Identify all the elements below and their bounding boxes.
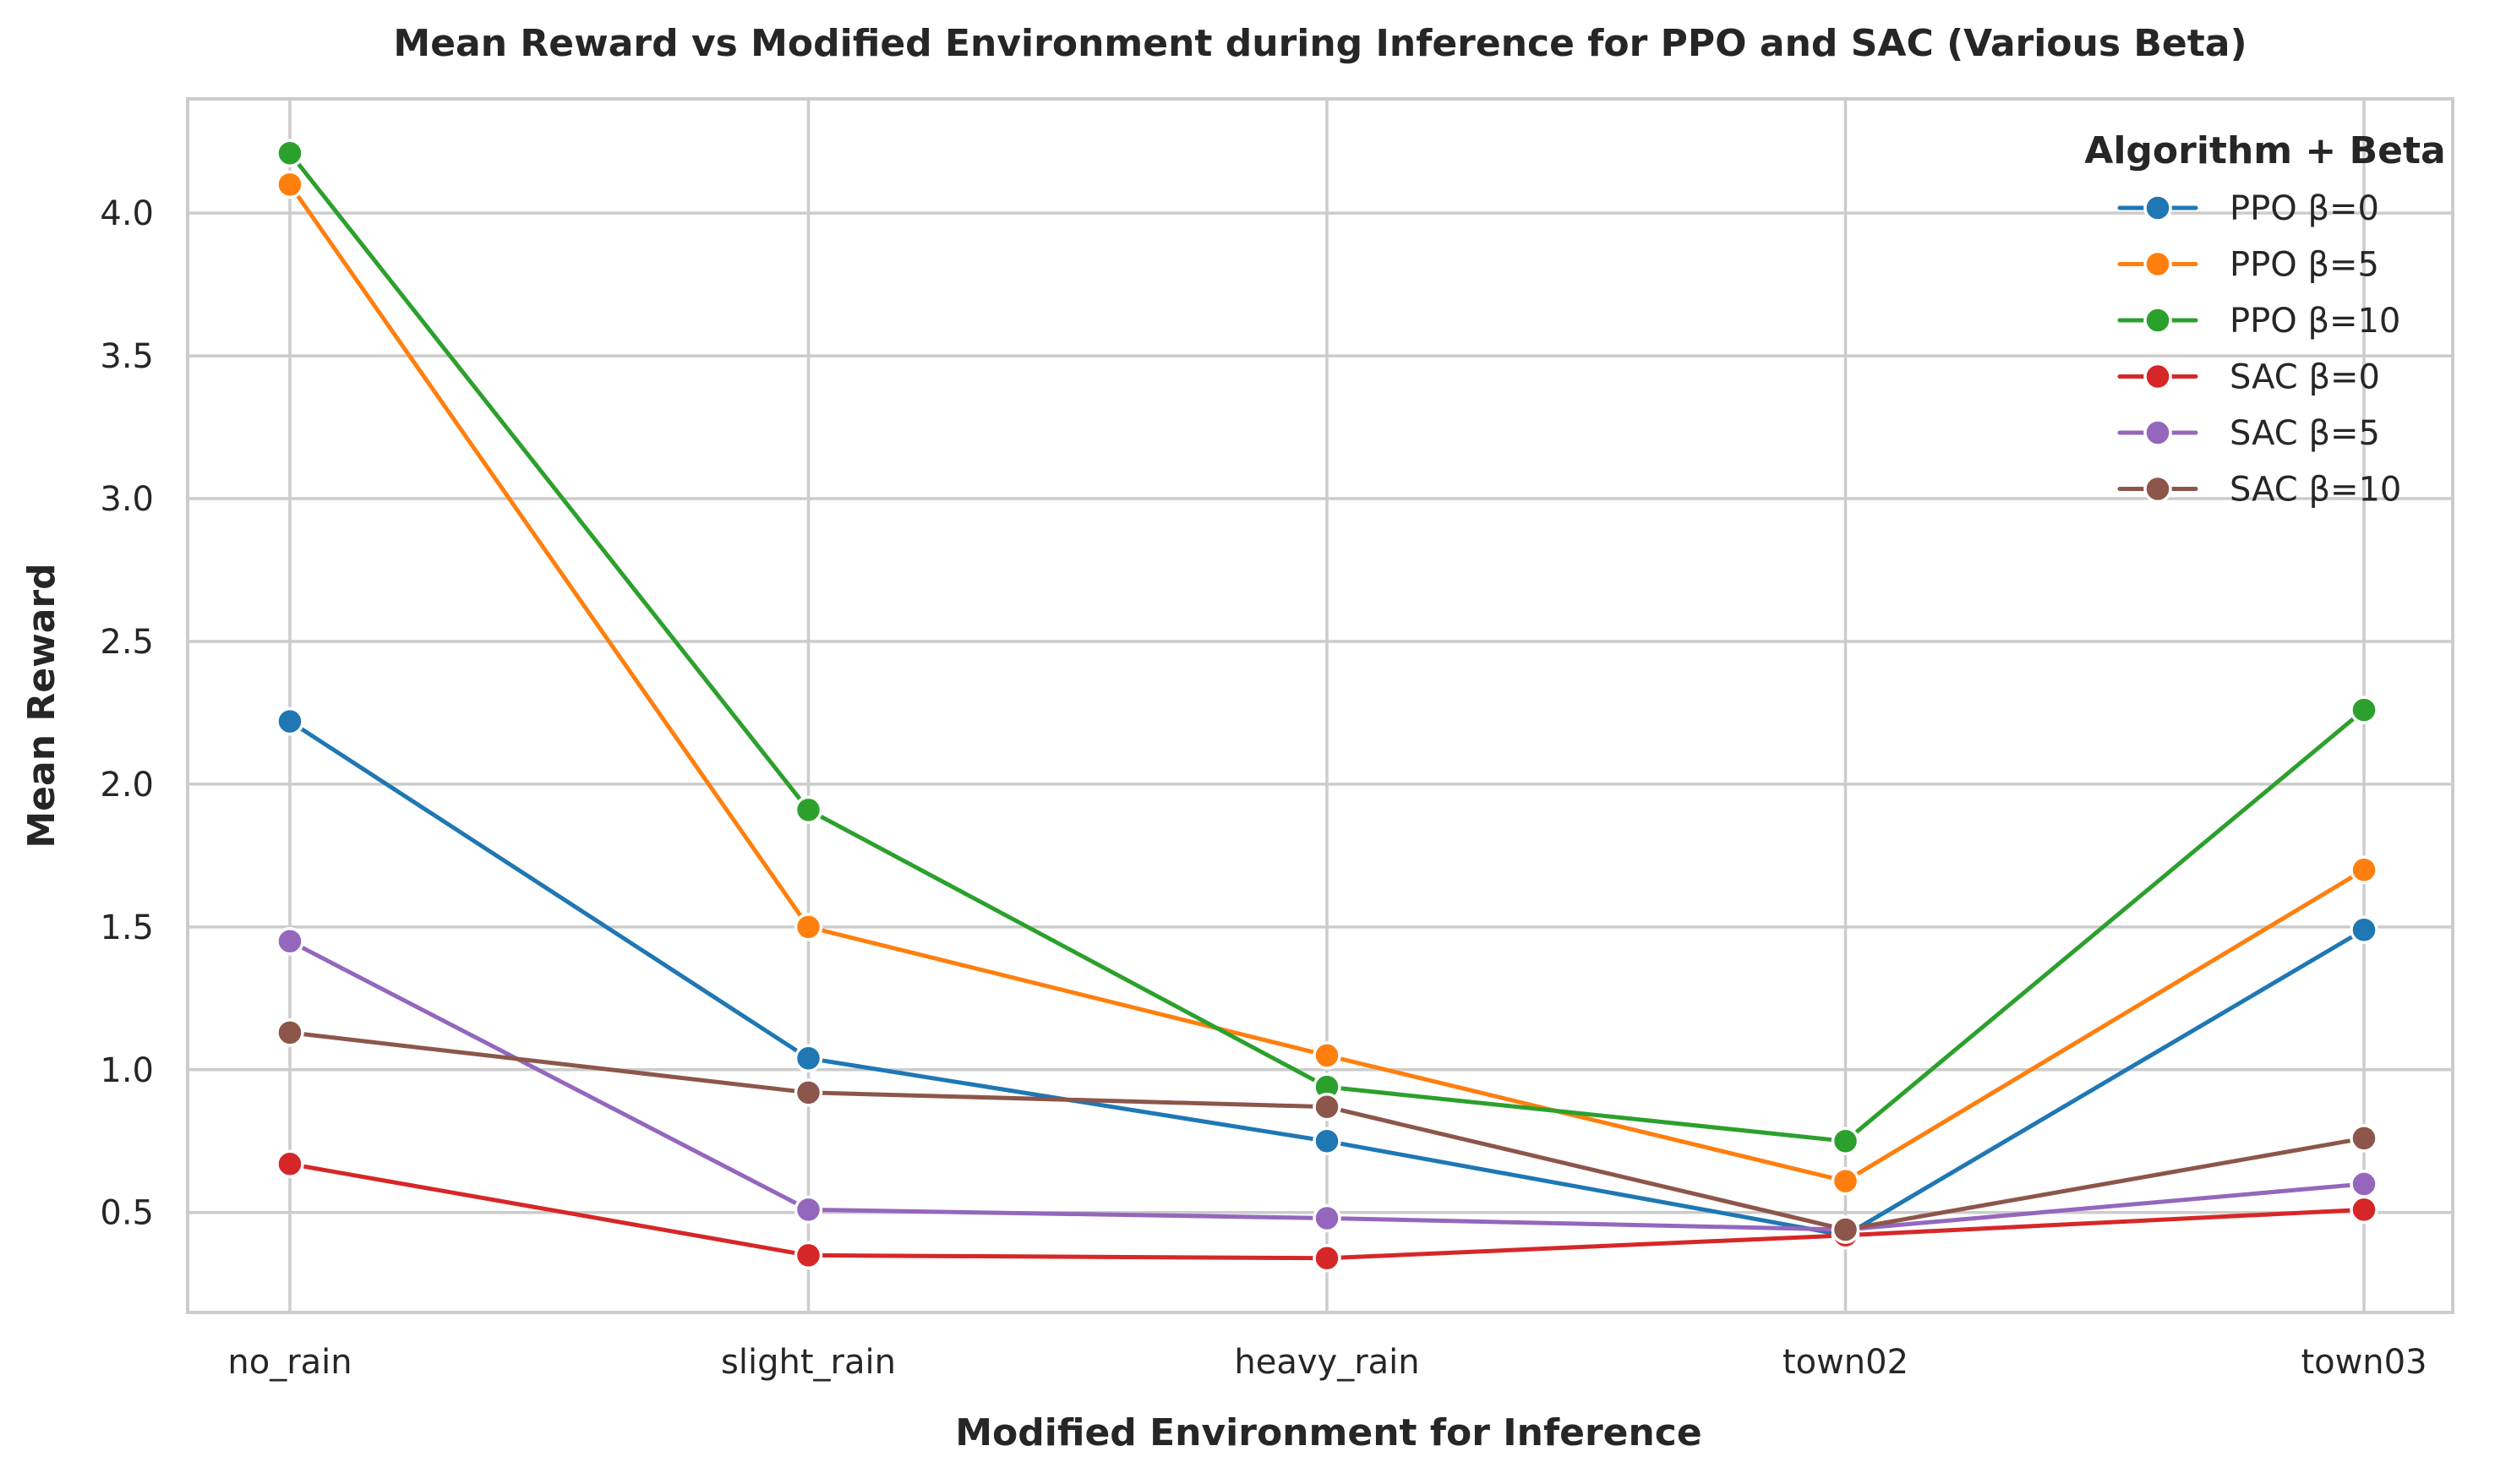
legend-item-sac-beta-10: SAC β=10 [2117, 471, 2401, 510]
data-point [2350, 1124, 2378, 1153]
legend-swatch-marker [2143, 474, 2172, 504]
legend-swatch-marker [2143, 194, 2172, 222]
y-tick-label: 0.5 [100, 1194, 154, 1233]
legend-item-ppo-beta-10: PPO β=10 [2117, 302, 2400, 341]
data-point [794, 913, 823, 941]
x-tick-label: town03 [2301, 1343, 2427, 1382]
x-tick-label: no_rain [227, 1343, 352, 1382]
data-point [276, 139, 304, 167]
data-point [1313, 1127, 1341, 1156]
data-point [1831, 1127, 1860, 1156]
y-tick-label: 2.5 [100, 623, 154, 662]
legend-item-sac-beta-5: SAC β=5 [2117, 414, 2380, 453]
legend-label: PPO β=5 [2230, 246, 2379, 285]
data-point [1831, 1215, 1860, 1244]
y-tick-label: 2.0 [100, 766, 154, 805]
legend-label: SAC β=5 [2230, 414, 2380, 453]
legend-label: PPO β=10 [2230, 302, 2400, 341]
data-point [276, 1149, 304, 1179]
legend-swatch-marker [2143, 306, 2172, 335]
y-tick-label: 3.5 [100, 337, 154, 376]
series-sac-beta-10 [276, 1018, 2378, 1244]
legend-label: PPO β=0 [2230, 189, 2379, 228]
data-point [794, 1241, 823, 1270]
data-point [2350, 855, 2378, 885]
data-point [1831, 1166, 1860, 1196]
series-ppo-beta-5 [276, 170, 2378, 1196]
data-point [276, 170, 304, 199]
y-tick-label: 1.5 [100, 908, 154, 947]
plot-frame [186, 97, 2454, 1314]
data-point [2350, 1170, 2378, 1198]
data-point [794, 1195, 823, 1225]
data-point [2350, 1195, 2378, 1225]
legend-item-sac-beta-0: SAC β=0 [2117, 358, 2380, 397]
data-point [276, 927, 304, 956]
data-point [2350, 696, 2378, 724]
data-point [276, 707, 304, 736]
legend-title: Algorithm + Beta [2084, 129, 2445, 172]
data-point [794, 795, 823, 825]
data-point [794, 1044, 823, 1073]
data-point [794, 1078, 823, 1107]
data-point [1313, 1203, 1341, 1233]
x-axis-label: Modified Environment for Inference [955, 1411, 1701, 1454]
data-point [276, 1018, 304, 1047]
legend-label: SAC β=0 [2230, 358, 2380, 397]
chart-title: Mean Reward vs Modified Environment duri… [393, 22, 2247, 65]
legend-swatch-marker [2143, 249, 2172, 279]
legend: Algorithm + Beta PPO β=0 PPO β=5 PPO β=10 S… [2084, 129, 2445, 510]
legend-item-ppo-beta-0: PPO β=0 [2117, 189, 2379, 228]
data-point [1313, 1244, 1341, 1273]
y-tick-label: 1.0 [100, 1051, 154, 1090]
data-point [2350, 915, 2378, 944]
legend-item-ppo-beta-5: PPO β=5 [2117, 246, 2379, 285]
legend-swatch-marker [2143, 362, 2172, 391]
data-point [1313, 1092, 1341, 1121]
y-tick-label: 4.0 [100, 194, 154, 233]
data-point [1313, 1041, 1341, 1070]
x-tick-label: heavy_rain [1234, 1343, 1419, 1382]
series-layer [276, 139, 2378, 1273]
series-ppo-beta-10 [276, 139, 2378, 1156]
tick-layer: no_rain slight_rain heavy_rain town02 town03… [100, 194, 2427, 1382]
y-tick-label: 3.0 [100, 480, 154, 519]
x-tick-label: town02 [1783, 1343, 1908, 1382]
legend-label: SAC β=10 [2230, 471, 2401, 510]
legend-swatch-marker [2143, 418, 2172, 447]
legend-items: PPO β=0 PPO β=5 PPO β=10 SAC β=0 SAC β=5 SAC … [2117, 189, 2401, 510]
y-axis-label: Mean Reward [20, 563, 63, 848]
x-tick-label: slight_rain [721, 1343, 896, 1382]
